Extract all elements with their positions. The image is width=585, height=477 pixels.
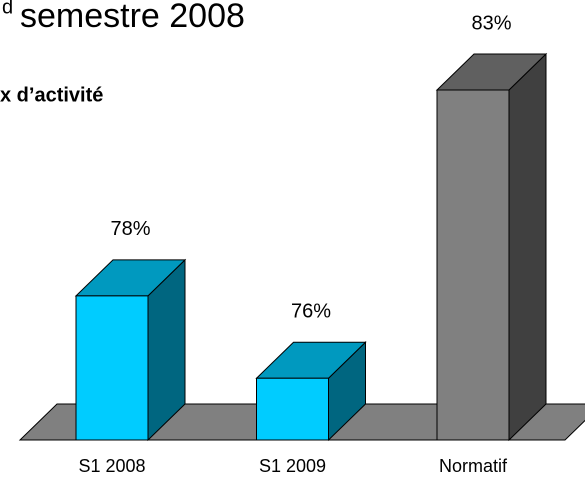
- x-tick-label: S1 2008: [78, 456, 145, 476]
- bar-side: [508, 52, 547, 442]
- bar-front: [256, 377, 329, 441]
- bar-front: [436, 89, 510, 441]
- chart-title: semestre 2008: [20, 0, 245, 35]
- chart-subtitle: x d’activité: [0, 84, 103, 106]
- bar: [435, 52, 548, 442]
- bar-front: [75, 295, 149, 441]
- value-label: 78%: [110, 218, 150, 240]
- value-label: 83%: [471, 12, 511, 34]
- x-tick-label: S1 2009: [259, 456, 326, 476]
- x-tick-label: Normatif: [439, 456, 508, 476]
- chart-title-superscript: d: [2, 0, 13, 18]
- bar: [255, 341, 367, 442]
- bar: [74, 258, 187, 442]
- value-label: 76%: [291, 301, 331, 323]
